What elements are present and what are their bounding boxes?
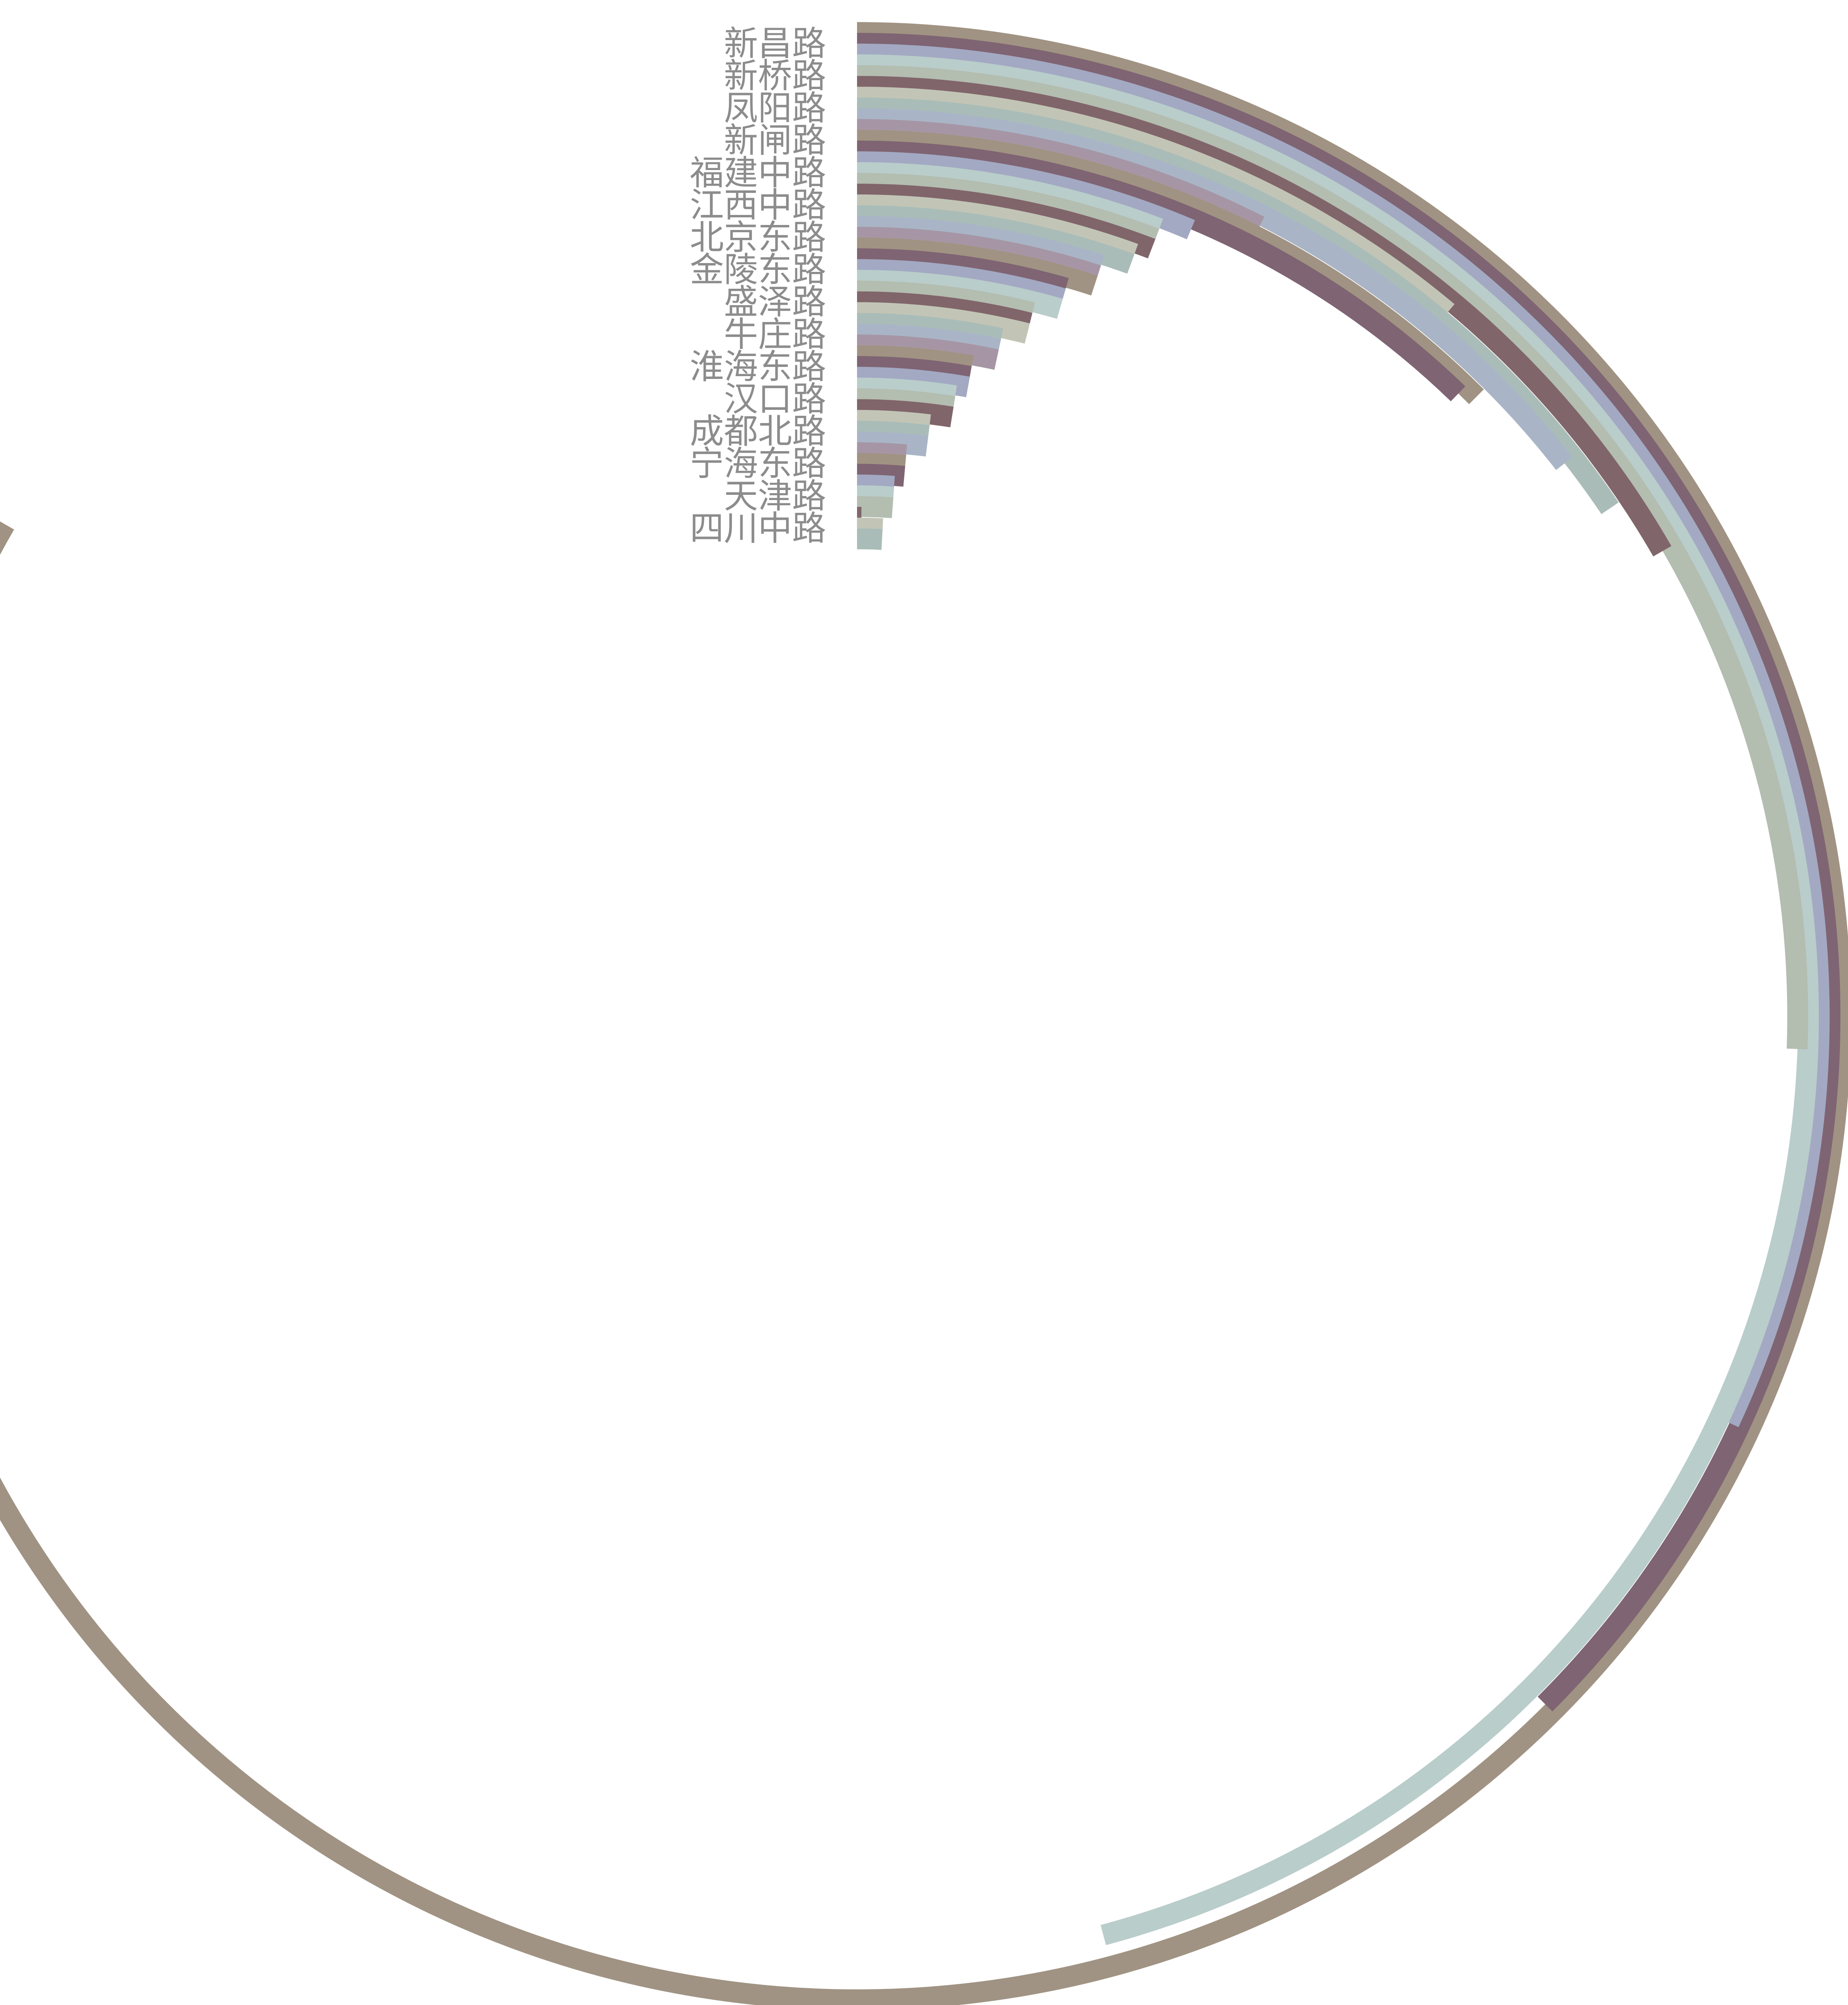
category-label-5: 福建中路 [690, 154, 826, 192]
bar-11-2[interactable] [857, 356, 972, 387]
bar-15-1[interactable] [857, 474, 895, 497]
bar-2-3[interactable] [857, 76, 1672, 557]
bar-16-2[interactable] [857, 517, 883, 539]
category-label-4: 新闸路 [724, 122, 826, 160]
category-label-7: 北京东路 [690, 219, 826, 257]
bar-4-1[interactable] [857, 119, 1264, 235]
category-label-3: 凤阳路 [724, 89, 826, 128]
bar-6-3[interactable] [857, 205, 1135, 274]
bar-10-3[interactable] [857, 334, 999, 370]
bar-8-2[interactable] [857, 259, 1066, 309]
bar-11-3[interactable] [857, 367, 970, 397]
bar-7-2[interactable] [857, 227, 1101, 286]
bar-13-3[interactable] [857, 431, 928, 457]
bar-14-1[interactable] [857, 442, 907, 466]
category-label-8: 金陵东路 [690, 251, 826, 289]
bars-group [0, 22, 1848, 2005]
bar-12-2[interactable] [857, 388, 955, 417]
bar-3-2[interactable] [857, 97, 1619, 514]
category-label-6: 江西中路 [690, 186, 826, 225]
category-label-13: 成都北路 [690, 413, 826, 451]
bar-1-3[interactable] [857, 43, 1830, 1427]
bar-13-2[interactable] [857, 421, 930, 446]
bar-16-3[interactable] [857, 528, 883, 550]
bar-9-2[interactable] [857, 291, 1033, 333]
bar-4-2[interactable] [857, 130, 1484, 404]
bar-9-1[interactable] [857, 280, 1035, 323]
bar-7-1[interactable] [857, 216, 1104, 275]
bar-11-1[interactable] [857, 345, 974, 376]
bar-5-3[interactable] [857, 173, 1159, 249]
bar-7-3[interactable] [857, 237, 1098, 296]
bar-2-1[interactable] [857, 54, 1819, 1945]
category-label-16: 四川中路 [690, 510, 826, 548]
bar-6-2[interactable] [857, 194, 1138, 264]
category-label-1: 新昌路 [724, 25, 826, 63]
bar-15-3[interactable] [857, 496, 894, 518]
bar-12-3[interactable] [857, 399, 954, 427]
bar-15-2[interactable] [857, 485, 894, 508]
bar-2-2[interactable] [857, 65, 1808, 1049]
category-label-14: 宁海东路 [690, 445, 826, 483]
category-label-12: 汉口路 [724, 381, 826, 419]
bar-12-1[interactable] [857, 377, 957, 406]
bar-4-3[interactable] [857, 140, 1465, 401]
category-label-10: 牛庄路 [724, 316, 826, 354]
bar-14-2[interactable] [857, 453, 906, 476]
category-label-9: 盛泽路 [724, 284, 826, 322]
category-label-2: 新桥路 [724, 57, 826, 95]
category-label-15: 天津路 [724, 477, 826, 515]
bar-13-1[interactable] [857, 410, 931, 435]
bar-1-2[interactable] [857, 32, 1841, 1711]
bar-6-1[interactable] [857, 184, 1155, 259]
category-label-11: 淮海东路 [690, 348, 826, 386]
bar-5-1[interactable] [857, 151, 1195, 239]
bar-10-2[interactable] [857, 324, 1001, 359]
bar-9-3[interactable] [857, 302, 1030, 344]
bar-1-1[interactable] [0, 22, 1848, 2005]
bar-10-1[interactable] [857, 313, 1003, 349]
bar-5-2[interactable] [857, 162, 1163, 239]
labels-group: 新昌路新桥路凤阳路新闸路福建中路江西中路北京东路金陵东路盛泽路牛庄路淮海东路汉口… [690, 25, 826, 548]
bar-14-3[interactable] [857, 464, 906, 487]
bar-8-3[interactable] [857, 269, 1063, 319]
bar-3-3[interactable] [857, 108, 1573, 470]
bar-8-1[interactable] [857, 248, 1069, 298]
bar-3-1[interactable] [857, 87, 1455, 320]
